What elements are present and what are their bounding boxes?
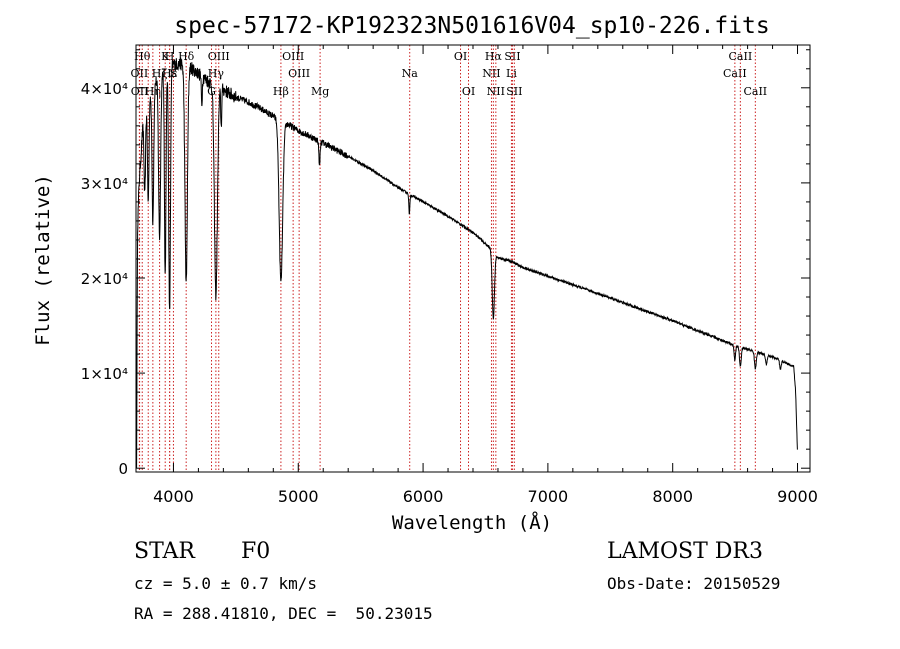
marker-label: OIII: [288, 67, 310, 80]
marker-label: OIII: [208, 50, 230, 63]
marker-label: NII: [482, 67, 500, 80]
marker-label: CaII: [723, 67, 747, 80]
marker-label: Hα: [485, 50, 503, 63]
marker-label: SII: [506, 85, 522, 98]
marker-label: Mg: [311, 85, 329, 98]
x-axis-label: Wavelength (Å): [392, 511, 552, 534]
marker-label: Li: [506, 67, 517, 80]
y-tick-label: 2×10⁴: [81, 270, 128, 288]
x-tick-label: 8000: [652, 487, 693, 506]
marker-label: OI: [454, 50, 467, 63]
line-markers: HθOIIOIIHηHζKHHεSHδGHγOIIIHβOIIIOIIIMgNa…: [131, 45, 767, 472]
marker-label: OIII: [282, 50, 304, 63]
y-tick-label: 1×10⁴: [81, 365, 128, 383]
marker-label: OI: [462, 85, 475, 98]
object-class: STAR: [134, 539, 195, 564]
x-tick-label: 5000: [278, 487, 319, 506]
plot-frame: [135, 44, 811, 473]
survey-name: LAMOST DR3: [607, 539, 763, 564]
marker-label: S: [170, 67, 178, 80]
marker-label: Hη: [145, 85, 161, 98]
y-tick-label: 4×10⁴: [81, 80, 128, 98]
marker-label: Hβ: [273, 85, 289, 98]
marker-label: K: [161, 50, 170, 63]
marker-label: CaII: [743, 85, 767, 98]
marker-label: CaII: [729, 50, 753, 63]
y-tick-label: 0: [118, 460, 128, 478]
redshift-value: cz = 5.0 ± 0.7 km/s: [134, 574, 318, 593]
x-axis-ticks: 4000 5000 6000 7000 8000 9000: [153, 45, 818, 506]
coordinates: RA = 288.41810, DEC = 50.23015: [134, 604, 433, 623]
marker-label: Hθ: [134, 50, 151, 63]
marker-label: Hδ: [178, 50, 195, 63]
x-tick-label: 7000: [528, 487, 569, 506]
y-tick-label: 3×10⁴: [81, 175, 128, 193]
object-subclass: F0: [241, 539, 271, 564]
marker-label: SII: [504, 50, 520, 63]
y-axis-label: Flux (relative): [32, 174, 54, 346]
x-tick-label: 6000: [403, 487, 444, 506]
x-tick-label: 4000: [153, 487, 194, 506]
y-axis-ticks: 0 1×10⁴ 2×10⁴ 3×10⁴ 4×10⁴: [81, 49, 810, 478]
obs-date: Obs-Date: 20150529: [607, 574, 781, 593]
chart-title: spec-57172-KP192323N501616V04_sp10-226.f…: [174, 13, 769, 39]
marker-label: Na: [402, 67, 419, 80]
x-tick-label: 9000: [777, 487, 818, 506]
spectrum-line: [136, 57, 798, 469]
marker-label: Hγ: [208, 67, 225, 80]
marker-label: NII: [487, 85, 505, 98]
